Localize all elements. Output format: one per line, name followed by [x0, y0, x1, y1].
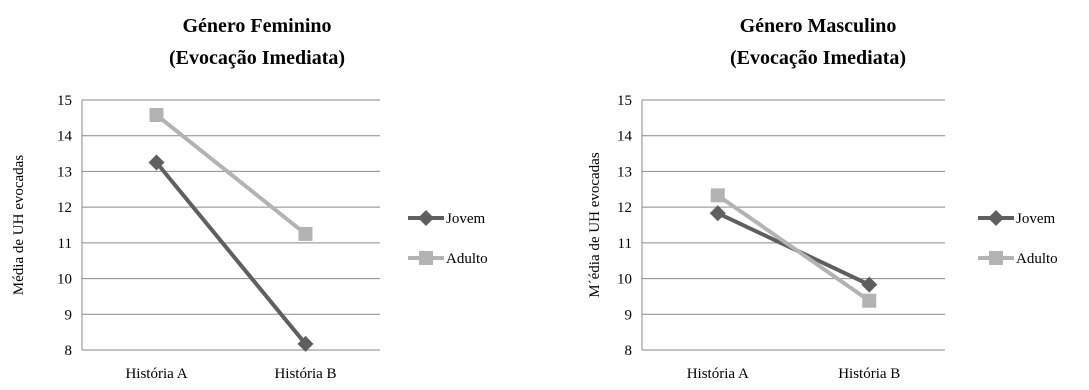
data-point-adulto [710, 188, 725, 203]
chart-title-line: Género Feminino [182, 15, 331, 37]
y-tick-label: 10 [57, 272, 72, 288]
data-point-jovem [148, 154, 165, 171]
y-axis-label: Média de UH evocadas [11, 155, 27, 296]
chart-2: Género Masculino (Evocação Imediata) 8 9 10 1… [587, 15, 1058, 382]
legend-swatch-marker [989, 251, 1003, 265]
legend-swatch-marker [988, 210, 1004, 226]
x-tick-label: História A [687, 366, 749, 382]
data-point-adulto [149, 108, 164, 122]
series-line-jovem [154, 161, 308, 346]
series-line-adulto [716, 193, 871, 303]
legend-label: Adulto [446, 251, 488, 267]
legend-label: Jovem [1016, 211, 1055, 227]
data-point-adulto [298, 226, 313, 241]
series-line-adulto [155, 113, 307, 236]
x-tick-label: História B [274, 366, 336, 382]
legend-label: Jovem [446, 211, 485, 227]
legend-label: Adulto [1016, 251, 1058, 267]
chart-title-line: (Evocação Imediata) [169, 47, 345, 69]
y-tick-label: 9 [625, 307, 633, 323]
x-tick-label: História B [838, 366, 900, 382]
y-tick-label: 10 [617, 272, 632, 288]
y-tick-label: 14 [617, 129, 633, 145]
y-tick-label: 11 [58, 236, 72, 252]
legend-swatch-marker [418, 210, 434, 226]
y-tick-label: 8 [65, 343, 73, 359]
y-tick-label: 9 [65, 307, 73, 323]
chart-title-line: (Evocação Imediata) [730, 47, 906, 69]
y-tick-label: 15 [617, 93, 632, 109]
y-tick-label: 11 [618, 236, 632, 252]
chart-1: Género Feminino (Evocação Imediata) 8 9 10 11… [11, 15, 488, 382]
y-tick-label: 12 [617, 200, 632, 216]
y-tick-label: 13 [617, 164, 632, 180]
y-tick-label: 15 [57, 93, 72, 109]
chart-title-line: Género Masculino [740, 15, 897, 37]
data-point-jovem [297, 335, 314, 352]
y-tick-label: 14 [57, 129, 73, 145]
data-point-adulto [862, 293, 877, 308]
legend-swatch-marker [419, 251, 433, 265]
y-axis-label: M´édia de UH evocadas [587, 152, 603, 298]
data-point-jovem [709, 205, 726, 222]
y-tick-label: 12 [57, 200, 72, 216]
x-tick-label: História A [125, 366, 187, 382]
y-tick-label: 13 [57, 164, 72, 180]
data-point-jovem [861, 276, 878, 293]
y-tick-label: 8 [625, 343, 633, 359]
